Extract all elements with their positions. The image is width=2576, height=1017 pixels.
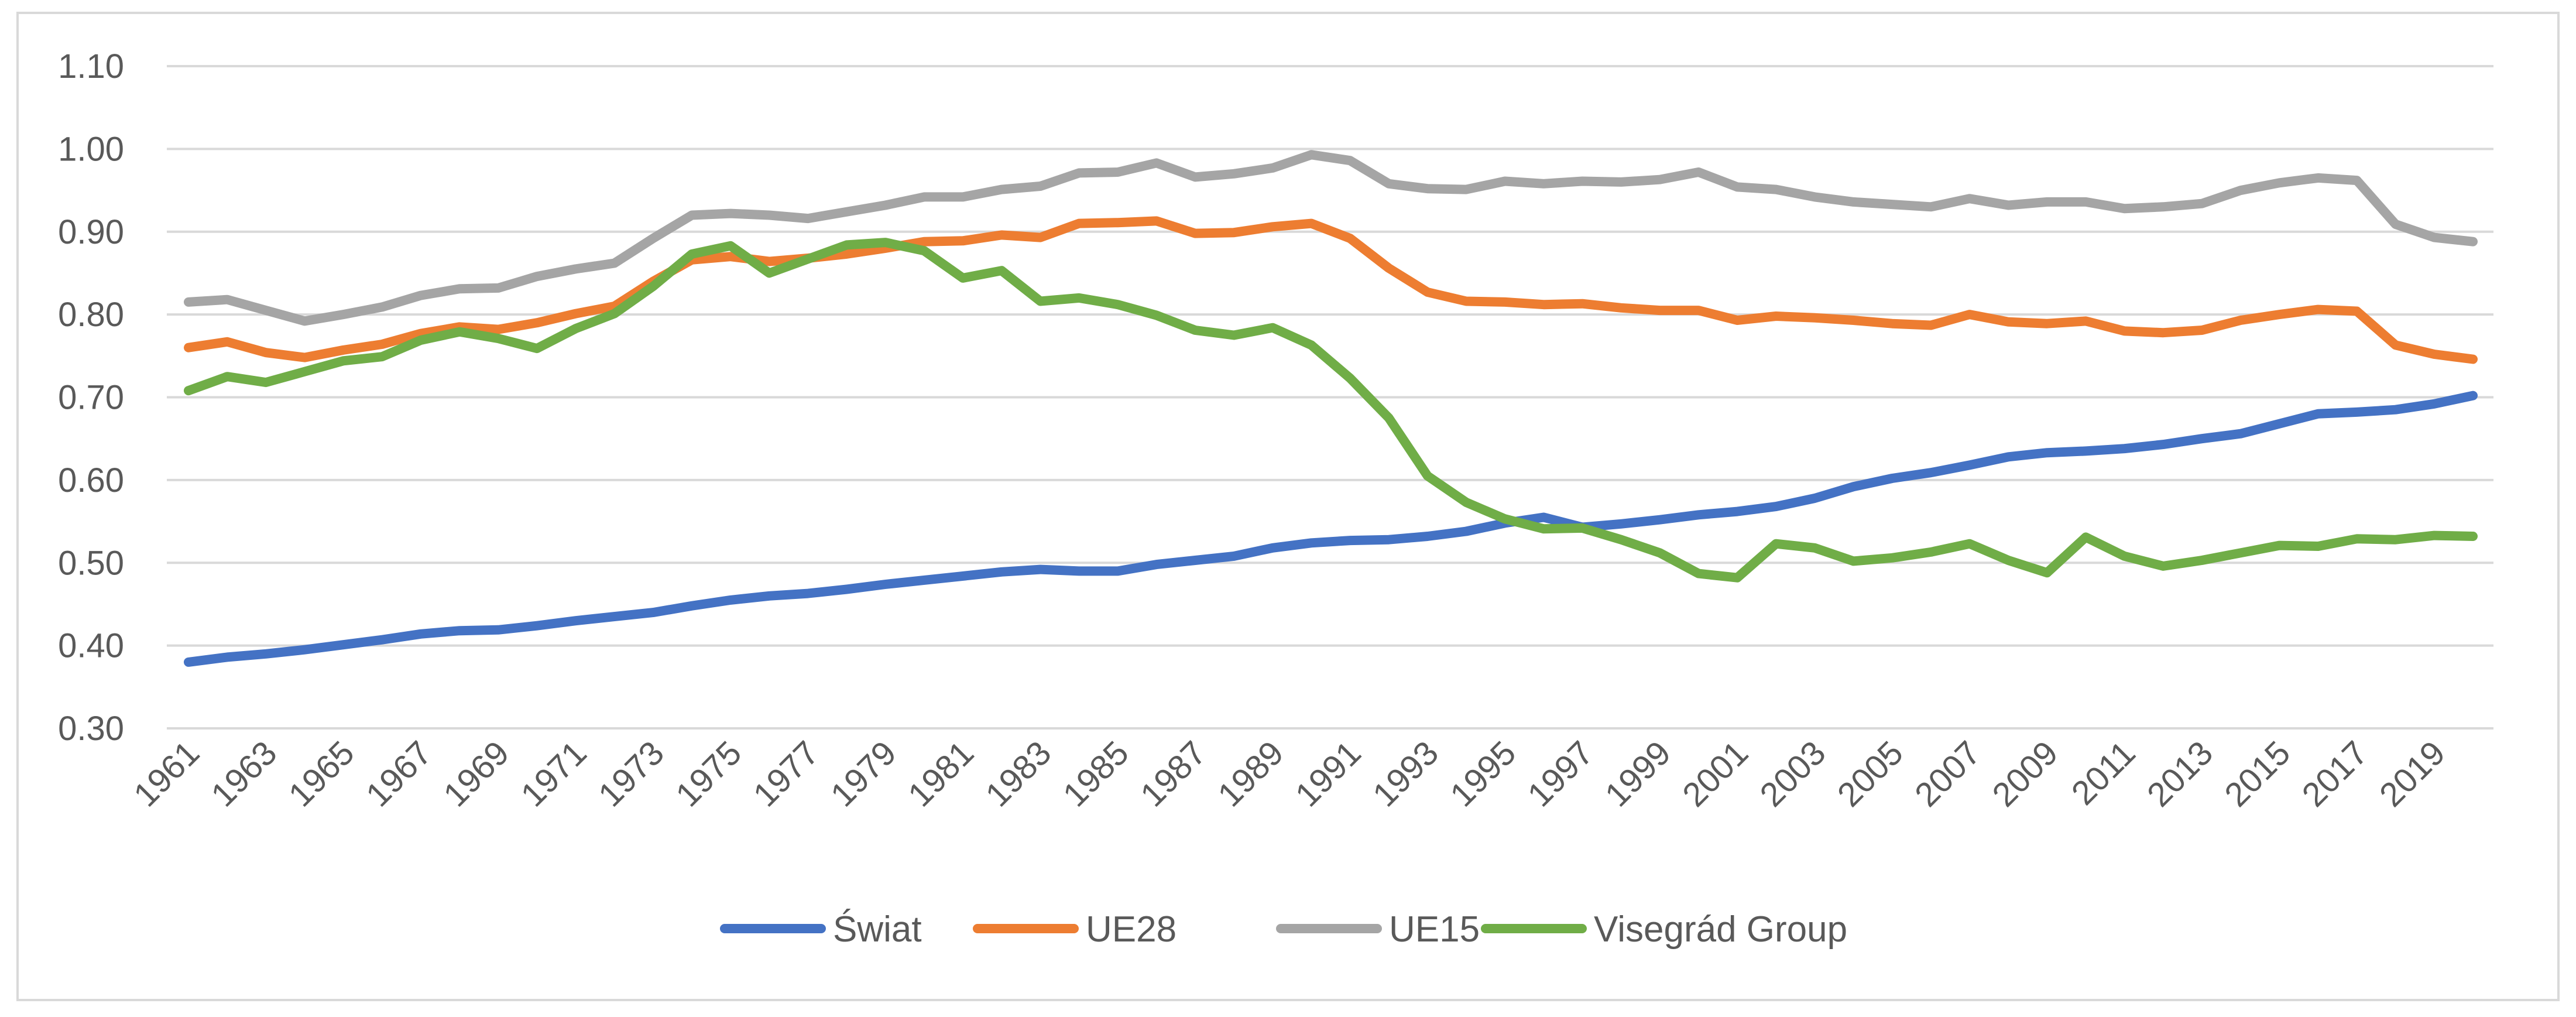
x-tick-label: 1967 <box>359 734 439 814</box>
series-line-1 <box>184 216 2478 364</box>
x-tick-label: 1983 <box>978 734 1058 814</box>
x-tick-label: 1999 <box>1598 734 1678 814</box>
x-tick-label: 1965 <box>282 734 362 814</box>
gridlines <box>167 65 2493 730</box>
x-tick-label: 2005 <box>1830 734 1910 814</box>
x-axis-tick-labels: 1961196319651967196919711973197519771979… <box>126 734 2452 814</box>
x-tick-label: 1995 <box>1443 734 1523 814</box>
series-line-0 <box>184 391 2478 667</box>
x-tick-label: 2011 <box>2064 734 2143 812</box>
series-line-3 <box>184 238 2478 583</box>
x-tick-label: 2009 <box>1985 734 2065 814</box>
y-tick-label: 1.00 <box>58 130 124 168</box>
y-tick-label: 1.10 <box>58 47 124 85</box>
x-tick-label: 1985 <box>1056 734 1136 814</box>
y-tick-label: 0.60 <box>58 461 124 499</box>
chart-frame <box>16 12 2560 1001</box>
x-tick-label: 2001 <box>1675 734 1755 814</box>
legend-label: Świat <box>833 909 922 950</box>
series-line-2 <box>184 150 2478 326</box>
x-tick-label: 2003 <box>1752 734 1833 814</box>
x-tick-label: 1991 <box>1288 734 1368 814</box>
x-tick-label: 1977 <box>746 734 826 814</box>
x-tick-label: 1969 <box>436 734 516 814</box>
x-tick-label: 1993 <box>1366 734 1446 814</box>
y-tick-label: 0.50 <box>58 544 124 582</box>
x-tick-label: 1979 <box>824 734 904 814</box>
x-tick-label: 1973 <box>591 734 671 814</box>
x-tick-label: 2015 <box>2217 734 2297 814</box>
x-tick-label: 1963 <box>204 734 284 814</box>
x-tick-label: 2007 <box>1908 734 1988 814</box>
legend-label: UE28 <box>1086 909 1176 950</box>
legend: Świat UE28 UE15 Visegrád Group <box>720 909 1847 950</box>
x-tick-label: 1989 <box>1210 734 1291 814</box>
y-tick-label: 0.40 <box>58 627 124 665</box>
y-tick-label: 0.30 <box>58 710 124 748</box>
y-tick-label: 0.90 <box>58 213 124 251</box>
x-tick-label: 1997 <box>1520 734 1600 814</box>
x-tick-label: 1981 <box>901 734 981 814</box>
x-tick-label: 2019 <box>2372 734 2452 814</box>
x-tick-label: 2017 <box>2295 734 2375 814</box>
x-tick-label: 1971 <box>514 734 594 814</box>
legend-label: UE15 <box>1389 909 1480 950</box>
y-axis-tick-labels: 0.30 0.40 0.50 0.60 0.70 0.80 0.90 1.00 1.10 <box>58 47 124 748</box>
x-tick-label: 1975 <box>668 734 749 814</box>
y-tick-label: 0.80 <box>58 296 124 334</box>
legend-label: Visegrád Group <box>1594 909 1847 950</box>
series-lines <box>184 150 2478 667</box>
x-tick-label: 1961 <box>126 734 207 814</box>
x-tick-label: 2013 <box>2140 734 2220 814</box>
x-tick-label: 1987 <box>1133 734 1213 814</box>
y-tick-label: 0.70 <box>58 379 124 417</box>
